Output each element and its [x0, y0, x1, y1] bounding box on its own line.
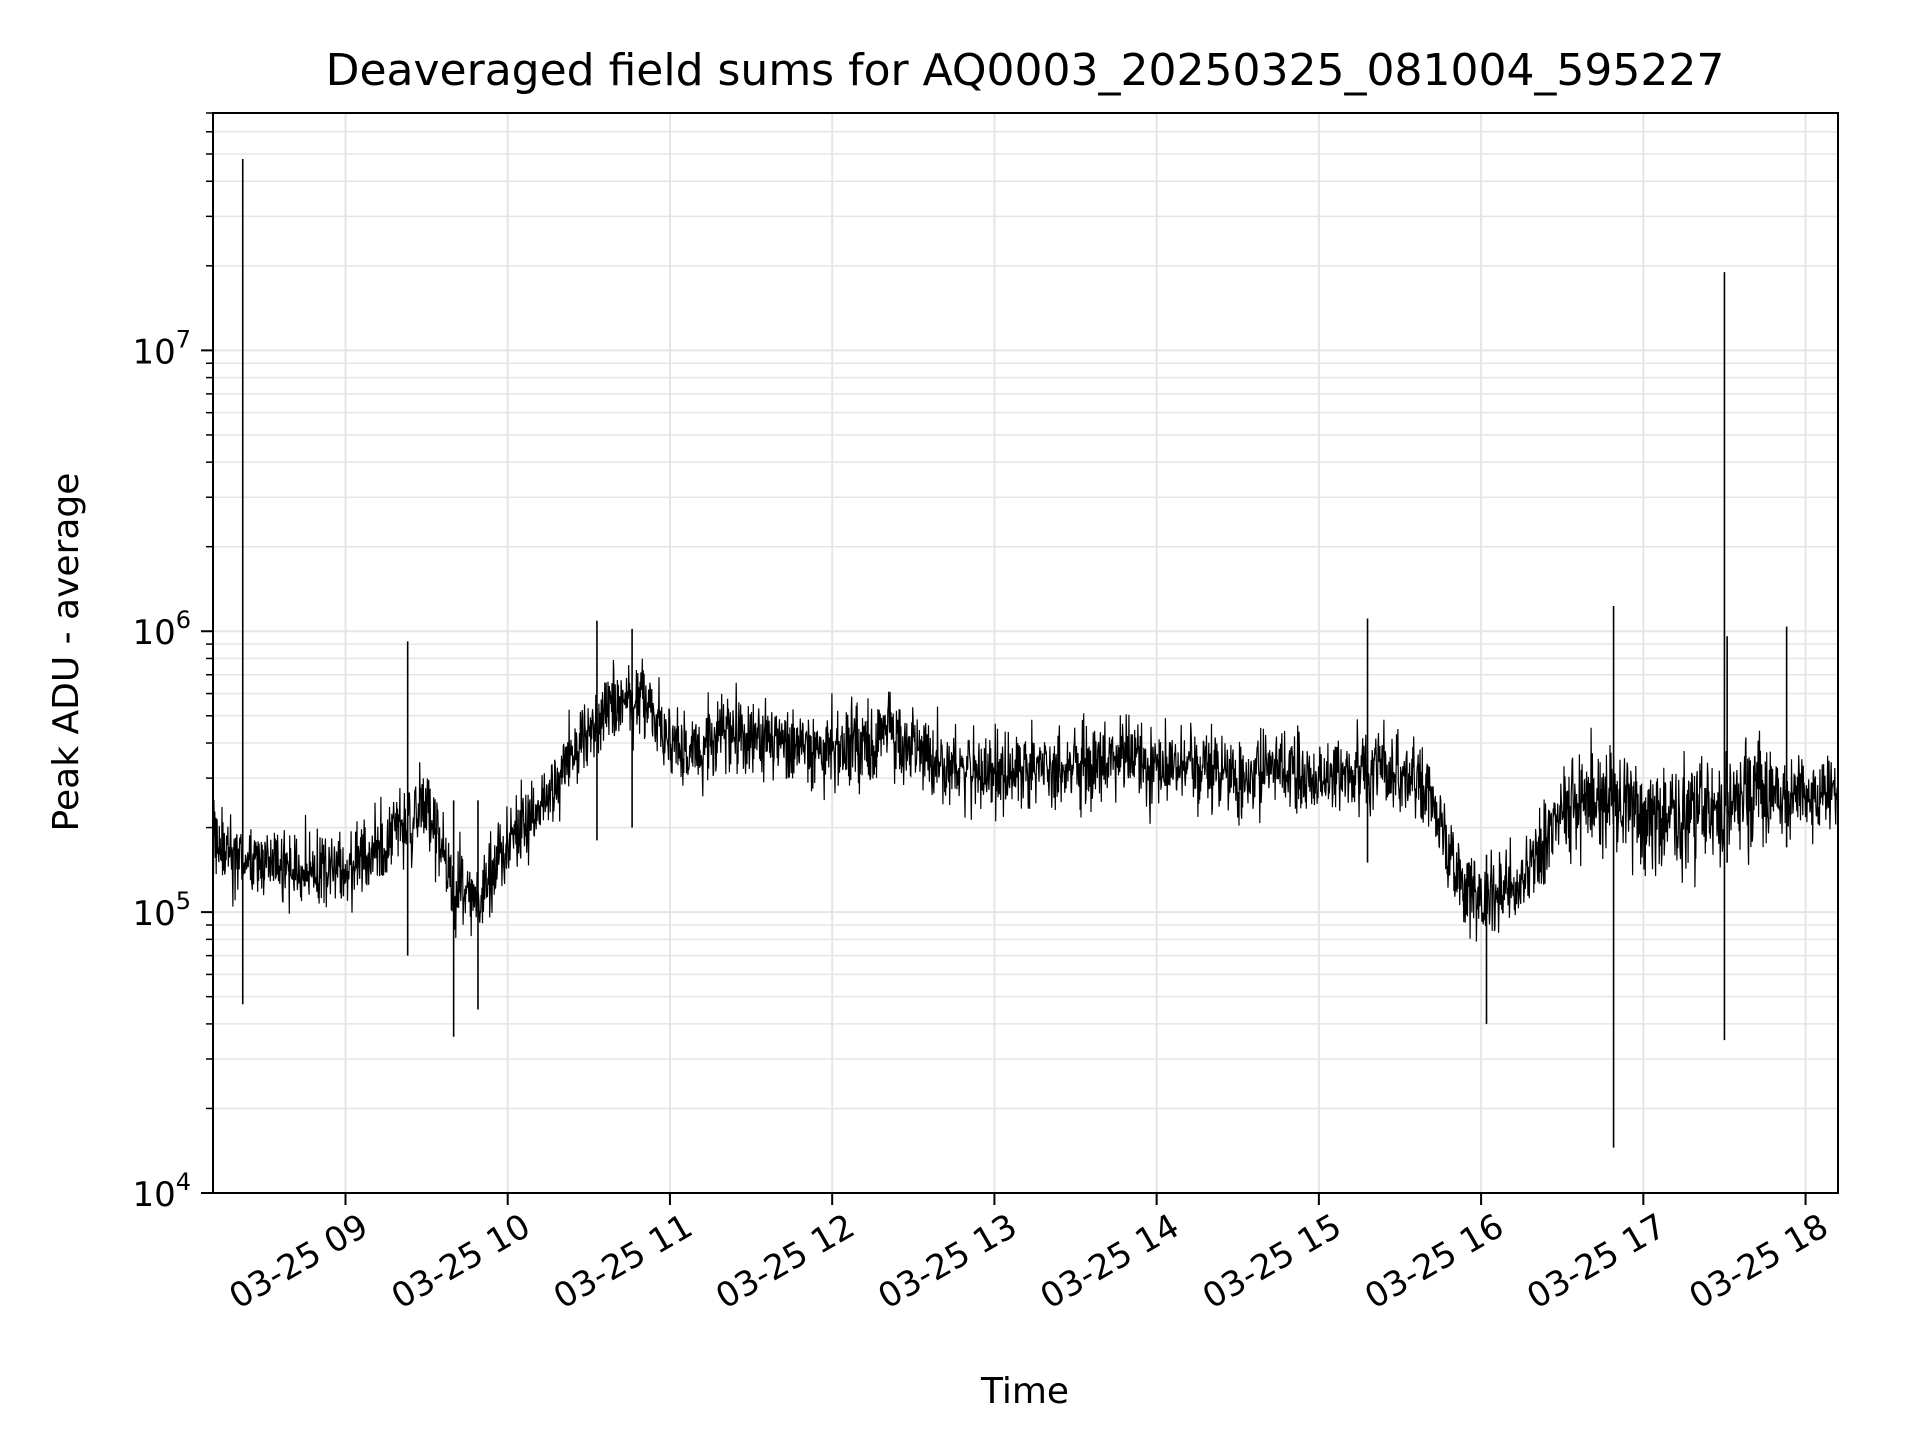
series-line [212, 658, 1839, 942]
y-tick-exponent: 4 [176, 1168, 191, 1196]
y-tick-label: 104 [132, 1168, 191, 1215]
y-tick-label: 106 [132, 606, 191, 653]
y-axis-label: Peak ADU - average [46, 473, 87, 832]
y-tick-base: 10 [132, 894, 175, 934]
plot-frame [212, 112, 1839, 1194]
y-tick-label: 107 [132, 325, 191, 372]
y-tick-exponent: 5 [176, 887, 191, 915]
x-axis-label: Time [980, 1371, 1069, 1412]
y-tick-base: 10 [132, 613, 175, 653]
y-tick-label: 105 [132, 887, 191, 934]
y-tick-exponent: 6 [176, 606, 191, 634]
chart-title: Deaveraged field sums for AQ0003_2025032… [326, 45, 1725, 96]
y-tick-base: 10 [132, 332, 175, 372]
grid [213, 112, 1838, 1194]
y-tick-base: 10 [132, 1175, 175, 1215]
y-tick-exponent: 7 [176, 325, 191, 353]
plot-area [212, 159, 1839, 1148]
